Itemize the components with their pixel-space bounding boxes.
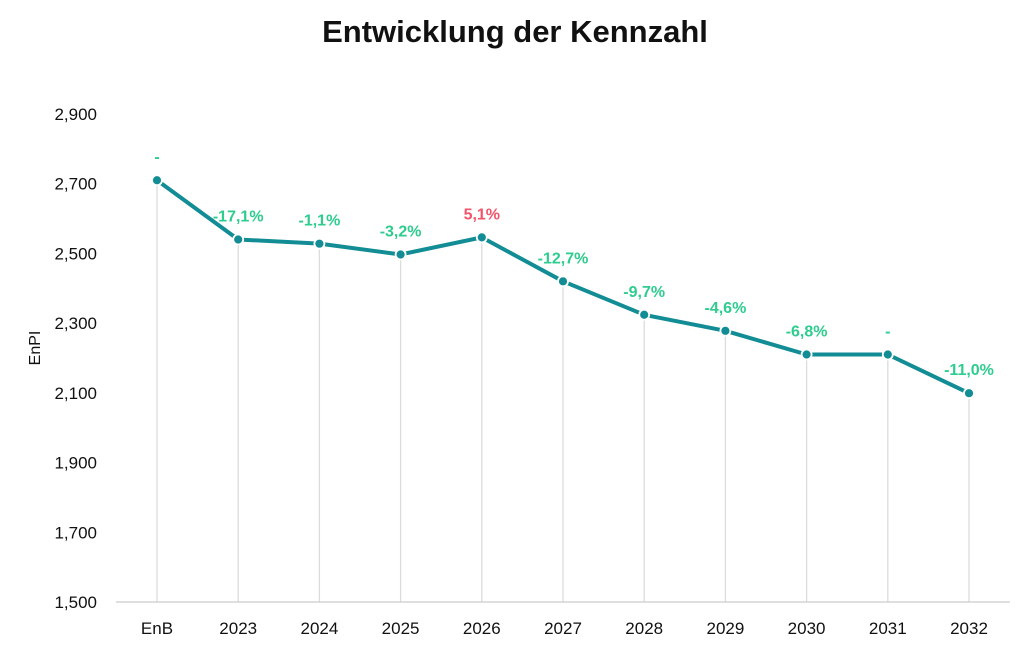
data-point <box>232 233 245 246</box>
y-tick-label: 1,900 <box>54 454 97 473</box>
data-point <box>963 387 975 400</box>
y-tick-label: 1,500 <box>54 593 97 612</box>
data-point <box>800 348 813 361</box>
data-label: -12,7% <box>538 250 589 267</box>
data-point <box>719 324 732 337</box>
data-point <box>151 174 163 187</box>
data-label: -3,2% <box>380 223 422 240</box>
y-tick-label: 1,700 <box>54 523 97 542</box>
data-label: -11,0% <box>944 362 994 379</box>
data-label: -9,7% <box>623 284 665 301</box>
data-point <box>475 231 488 244</box>
data-label: - <box>154 149 159 166</box>
x-tick-label: 2023 <box>219 619 257 638</box>
data-label: -4,6% <box>705 300 747 317</box>
x-tick-label: 2029 <box>706 619 744 638</box>
data-label: -17,1% <box>213 208 264 225</box>
data-point <box>638 308 651 321</box>
y-tick-label: 2,500 <box>54 244 97 263</box>
x-tick-label: 2032 <box>950 619 988 638</box>
x-tick-label: 2024 <box>300 619 338 638</box>
data-label: -6,8% <box>786 324 828 341</box>
chart-title: Entwicklung der Kennzahl <box>322 14 708 49</box>
x-tick-label: EnB <box>141 619 173 638</box>
data-point <box>313 237 326 250</box>
y-tick-label: 2,100 <box>54 384 97 403</box>
x-tick-label: 2028 <box>625 619 663 638</box>
y-tick-label: 2,900 <box>54 105 97 124</box>
y-axis-title: EnPI <box>27 331 44 366</box>
x-tick-label: 2027 <box>544 619 582 638</box>
data-label: 5,1% <box>464 206 500 223</box>
y-tick-label: 2,700 <box>54 175 97 194</box>
x-tick-label: 2031 <box>869 619 907 638</box>
x-tick-label: 2026 <box>463 619 501 638</box>
data-point <box>394 248 407 261</box>
x-tick-label: 2025 <box>382 619 420 638</box>
data-label: - <box>885 324 890 341</box>
data-point <box>881 348 894 361</box>
x-tick-label: 2030 <box>788 619 826 638</box>
y-tick-label: 2,300 <box>54 314 97 333</box>
data-point <box>557 275 569 288</box>
data-label: -1,1% <box>299 213 341 230</box>
